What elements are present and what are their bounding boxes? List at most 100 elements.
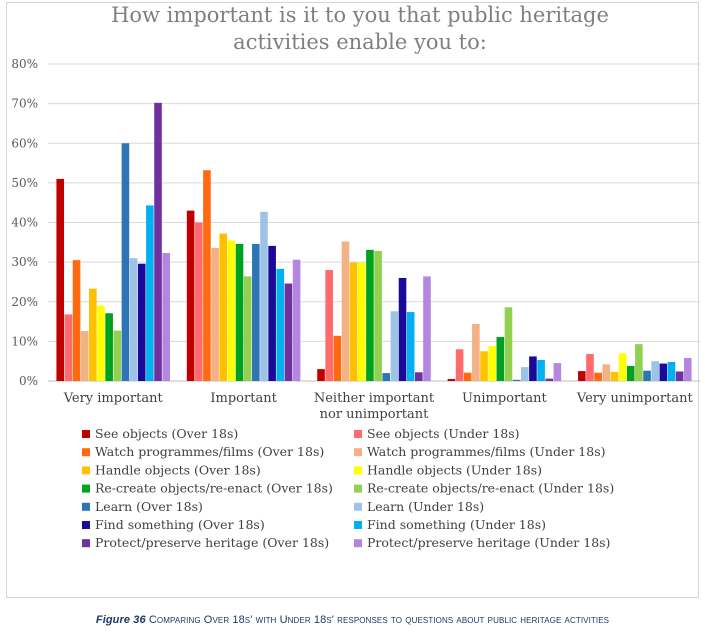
- chart-svg: How important is it to you that public h…: [11, 3, 700, 550]
- bar: [618, 353, 627, 381]
- bar: [520, 367, 529, 381]
- bar: [578, 371, 586, 381]
- bar: [635, 344, 643, 381]
- bar: [121, 143, 130, 381]
- legend-label: See objects (Over 18s): [95, 426, 238, 441]
- bar: [683, 358, 692, 381]
- bar: [423, 276, 431, 381]
- bar: [72, 260, 81, 381]
- bar: [227, 240, 236, 381]
- legend-label: Protect/preserve heritage (Under 18s): [367, 535, 610, 550]
- bar: [553, 363, 562, 381]
- bar: [284, 283, 293, 381]
- legend-swatch: [82, 502, 90, 511]
- bar: [415, 372, 423, 381]
- y-tick-label: 0%: [19, 374, 38, 388]
- bar: [594, 372, 602, 381]
- figure-caption: Figure 36 Comparing Over 18s' with Under…: [0, 614, 705, 626]
- y-tick-label: 20%: [11, 295, 38, 309]
- bar: [504, 307, 513, 381]
- bar: [292, 259, 301, 381]
- y-tick-label: 10%: [11, 334, 38, 348]
- chart-title-line: How important is it to you that public h…: [111, 3, 609, 27]
- bar: [243, 276, 252, 381]
- bar: [64, 314, 73, 381]
- bar: [162, 253, 170, 381]
- bar: [651, 361, 659, 381]
- figure-label: Figure 36: [95, 614, 146, 626]
- bar: [529, 356, 537, 381]
- legend-swatch: [354, 539, 362, 548]
- bar: [382, 373, 391, 381]
- x-category-label: Very unimportant: [576, 391, 694, 406]
- legend-swatch: [354, 502, 362, 511]
- legend-label: Find something (Over 18s): [95, 517, 265, 532]
- legend-swatch: [354, 430, 362, 438]
- legend-label: Re-create objects/re-enact (Over 18s): [95, 481, 333, 496]
- legend-label: Learn (Under 18s): [367, 499, 484, 514]
- x-category-label: Very important: [63, 391, 164, 406]
- bar: [545, 378, 554, 381]
- bar: [602, 364, 611, 381]
- bar: [333, 335, 342, 381]
- bar: [447, 379, 456, 381]
- bar: [667, 361, 676, 381]
- bar: [610, 371, 619, 381]
- bar: [643, 370, 651, 381]
- bar: [203, 170, 211, 381]
- bar: [463, 372, 472, 381]
- bar: [80, 331, 89, 381]
- bar: [357, 262, 366, 381]
- bar: [659, 363, 668, 381]
- x-category-label: Important: [210, 391, 277, 406]
- y-tick-label: 70%: [11, 97, 38, 111]
- bar: [97, 305, 105, 381]
- x-category-label: Neither important: [314, 391, 435, 406]
- bar: [56, 178, 65, 381]
- legend-swatch: [82, 430, 90, 438]
- bar: [496, 337, 505, 381]
- legend-swatch: [82, 484, 90, 493]
- y-tick-label: 50%: [11, 176, 38, 190]
- bar: [186, 210, 195, 381]
- bar: [626, 365, 635, 381]
- legend-swatch: [82, 539, 90, 548]
- bar: [349, 262, 358, 381]
- legend-swatch: [354, 521, 362, 529]
- legend-label: Learn (Over 18s): [95, 499, 203, 514]
- legend-swatch: [82, 521, 90, 529]
- bar: [268, 245, 276, 381]
- y-tick-label: 80%: [11, 57, 38, 71]
- bar: [488, 346, 496, 381]
- legend-label: Handle objects (Under 18s): [367, 462, 542, 477]
- bar: [194, 222, 203, 381]
- bar: [154, 102, 162, 382]
- bar: [675, 371, 684, 381]
- legend-swatch: [354, 466, 362, 475]
- legend-label: See objects (Under 18s): [367, 426, 520, 441]
- bar: [472, 323, 480, 381]
- legend-swatch: [354, 448, 362, 457]
- bar: [390, 311, 399, 381]
- bar: [252, 243, 260, 381]
- y-tick-label: 40%: [11, 216, 38, 230]
- legend-label: Protect/preserve heritage (Over 18s): [95, 535, 329, 550]
- bar: [105, 313, 113, 381]
- chart-title-line: activities enable you to:: [233, 30, 487, 54]
- bar: [341, 241, 350, 381]
- bar: [219, 233, 228, 381]
- x-category-label: nor unimportant: [320, 407, 429, 422]
- legend-label: Find something (Under 18s): [367, 517, 546, 532]
- legend-label: Re-create objects/re-enact (Under 18s): [367, 481, 614, 496]
- legend-label: Handle objects (Over 18s): [95, 462, 261, 477]
- y-tick-label: 60%: [11, 136, 38, 150]
- bar: [480, 351, 488, 381]
- bar: [325, 270, 333, 381]
- y-tick-label: 30%: [11, 255, 38, 269]
- bar: [317, 369, 325, 381]
- legend-label: Watch programmes/films (Over 18s): [95, 444, 324, 459]
- legend-swatch: [354, 484, 362, 493]
- bar: [455, 349, 464, 381]
- bar: [211, 247, 219, 381]
- bar: [366, 249, 374, 381]
